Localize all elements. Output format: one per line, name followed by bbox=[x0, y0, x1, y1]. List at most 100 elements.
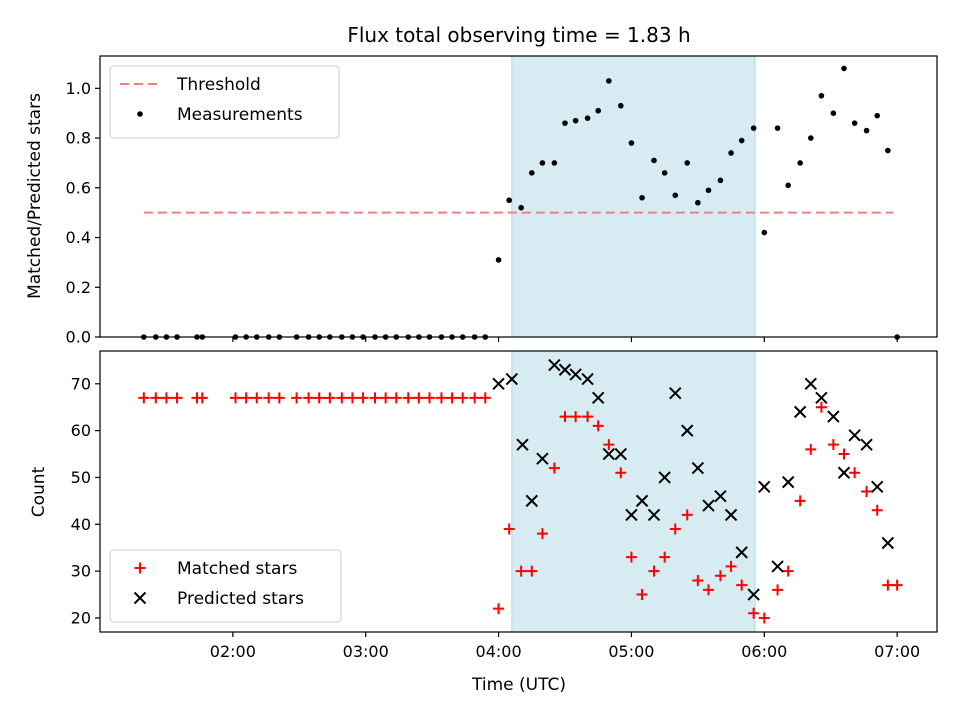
matched-star-point bbox=[648, 565, 660, 577]
predicted-star-point bbox=[536, 452, 549, 465]
measurement-point bbox=[595, 107, 602, 114]
predicted-star-point bbox=[669, 386, 682, 400]
predicted-star-point bbox=[691, 461, 705, 475]
matched-star-point bbox=[758, 612, 770, 624]
predicted-star-point bbox=[516, 438, 529, 451]
predicted-star-point bbox=[625, 508, 638, 522]
x-tick-label: 05:00 bbox=[608, 642, 654, 661]
matched-star-point bbox=[336, 392, 348, 404]
measurement-point bbox=[495, 257, 502, 263]
predicted-star-point bbox=[505, 372, 519, 386]
predicted-star-point bbox=[602, 447, 616, 461]
predicted-star-point bbox=[881, 536, 895, 550]
measurement-point bbox=[797, 160, 803, 166]
predicted-star-point bbox=[827, 410, 840, 423]
matched-star-point bbox=[748, 607, 760, 619]
measurement-point bbox=[506, 197, 512, 204]
matched-star-point bbox=[324, 392, 336, 404]
legend-box bbox=[109, 549, 342, 623]
predicted-star-point bbox=[681, 424, 694, 437]
matched-star-point bbox=[457, 392, 469, 404]
matched-star-point bbox=[251, 392, 263, 404]
predicted-star-point bbox=[492, 377, 505, 390]
matched-star-point bbox=[570, 411, 582, 423]
y-tick-label: 1.0 bbox=[66, 79, 91, 98]
y-tick-label: 0.2 bbox=[66, 278, 91, 297]
x-tick-label: 07:00 bbox=[874, 642, 920, 661]
legend: Threshold Measurements bbox=[109, 65, 340, 139]
measurement-point bbox=[807, 135, 814, 141]
measurement-point bbox=[618, 102, 624, 109]
measurement-point bbox=[774, 125, 781, 131]
matched-star-point bbox=[435, 392, 447, 404]
top-y-axis-label: Matched/Predicted stars bbox=[25, 93, 45, 299]
predicted-star-point bbox=[848, 429, 861, 442]
matched-star-point bbox=[582, 411, 594, 423]
y-tick-label: 0.4 bbox=[66, 228, 91, 247]
predicted-star-point bbox=[804, 377, 817, 390]
predicted-star-point bbox=[815, 391, 828, 405]
x-tick-label: 03:00 bbox=[343, 642, 389, 661]
matched-star-point bbox=[692, 574, 704, 586]
matched-star-point bbox=[603, 439, 615, 451]
matched-star-point bbox=[592, 420, 604, 432]
matched-star-point bbox=[303, 392, 315, 404]
measurement-point bbox=[750, 125, 757, 131]
measurement-point bbox=[551, 160, 558, 166]
predicted-star-point bbox=[592, 391, 605, 405]
matched-star-point bbox=[559, 411, 571, 423]
measurement-point bbox=[639, 194, 645, 201]
predicted-star-point bbox=[647, 508, 661, 522]
legend-label: Predicted stars bbox=[177, 589, 304, 609]
legend-marker-swatch bbox=[134, 562, 146, 574]
measurement-point bbox=[562, 120, 568, 126]
matched-star-point bbox=[615, 467, 627, 479]
predicted-star-point bbox=[724, 508, 738, 522]
legend-marker-swatch bbox=[137, 111, 143, 117]
measurement-point bbox=[572, 117, 579, 124]
matched-star-point bbox=[273, 392, 285, 404]
predicted-star-point bbox=[747, 588, 760, 601]
predicted-star-point bbox=[702, 499, 715, 512]
measurement-point bbox=[518, 204, 524, 211]
matched-star-point bbox=[503, 523, 515, 535]
matched-star-point bbox=[493, 603, 505, 615]
matched-star-point bbox=[625, 551, 637, 563]
measurement-point bbox=[651, 157, 657, 164]
matched-star-point bbox=[548, 462, 560, 474]
measurement-point bbox=[851, 120, 858, 126]
measurement-point bbox=[717, 177, 724, 184]
x-tick-label: 06:00 bbox=[741, 642, 787, 661]
matched-star-point bbox=[871, 504, 883, 516]
axes-frame bbox=[99, 55, 938, 338]
predicted-star-point bbox=[635, 494, 649, 508]
legend-box bbox=[109, 65, 340, 139]
matched-star-point bbox=[423, 392, 435, 404]
predicted-star-point bbox=[837, 466, 851, 479]
measurement-point bbox=[539, 160, 546, 166]
matched-star-point bbox=[536, 528, 548, 540]
legend-marker-swatch bbox=[133, 591, 147, 605]
predicted-star-point bbox=[569, 368, 582, 381]
y-tick-label: 0.8 bbox=[66, 129, 91, 148]
predicted-star-point bbox=[793, 405, 807, 419]
bottom-y-axis-label: Count bbox=[29, 466, 49, 517]
matched-star-point bbox=[160, 392, 172, 404]
measurement-point bbox=[874, 112, 881, 119]
matched-star-point bbox=[240, 392, 252, 404]
legend-label: Threshold bbox=[176, 75, 261, 95]
matched-star-point bbox=[369, 392, 381, 404]
predicted-star-point bbox=[735, 546, 748, 559]
matched-star-point bbox=[469, 392, 481, 404]
matched-star-point bbox=[479, 392, 491, 404]
matched-star-point bbox=[861, 486, 873, 497]
predicted-star-point bbox=[714, 489, 727, 503]
measurement-point bbox=[885, 147, 891, 154]
predicted-star-point bbox=[771, 560, 784, 573]
matched-star-point bbox=[446, 392, 458, 404]
top-axes: 0.0 0.2 0.4 0.6 0.8 1.0 Threshold Measurements bbox=[66, 55, 938, 347]
matched-star-point bbox=[725, 560, 737, 572]
matched-star-point bbox=[815, 401, 827, 413]
predicted-star-point bbox=[658, 471, 671, 484]
